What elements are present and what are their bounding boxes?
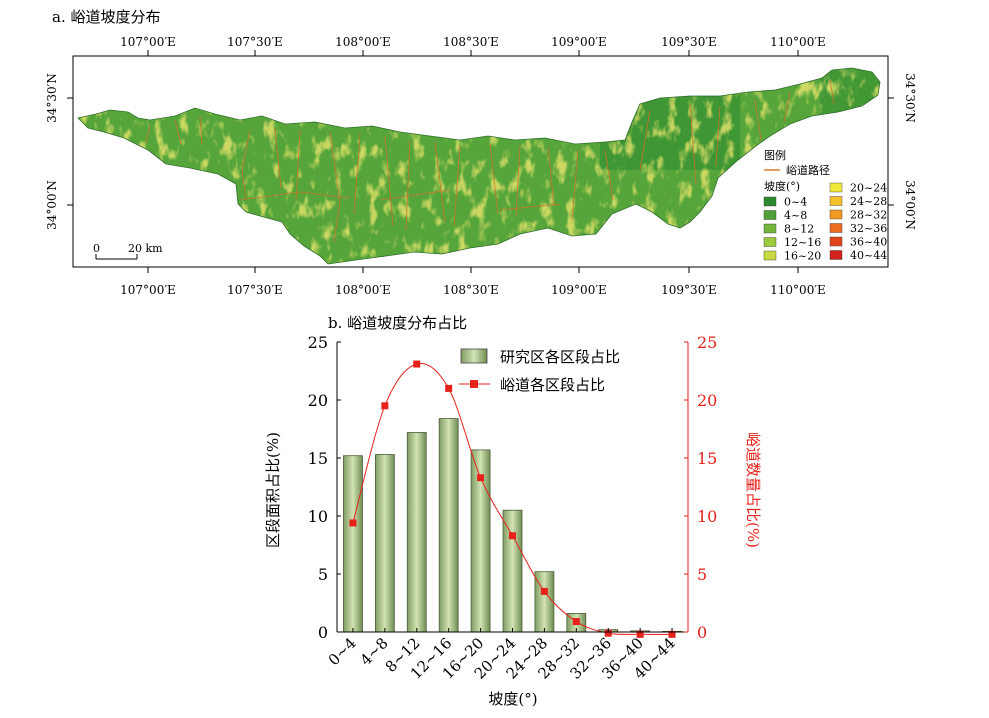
valley-routes: [145, 79, 835, 243]
legend-class-label: 12~16: [784, 236, 821, 249]
map-title: a. 峪道坡度分布: [52, 8, 160, 26]
lon-label-bottom: 108°00′E: [335, 283, 391, 297]
legend-swatch-16~20: [763, 250, 777, 261]
legend-class-label: 28~32: [850, 209, 887, 222]
slope-share-chart: b. 峪道坡度分布占比 0 5 10 15 20 25 0 5 10 15 20 25 0~44~8…: [264, 314, 762, 708]
lon-label-bottom: 109°00′E: [551, 283, 607, 297]
right-tick-label: 20: [697, 391, 717, 410]
lon-label-top: 108°30′E: [443, 35, 499, 49]
bar-8~12: [406, 432, 427, 633]
legend-line-marker: [470, 380, 478, 388]
lon-label-top: 107°00′E: [120, 35, 176, 49]
left-axis-ticks: 0 5 10 15 20 25: [308, 333, 341, 642]
left-tick-label: 15: [308, 449, 328, 468]
bar-12~16: [438, 418, 459, 633]
right-tick-label: 10: [697, 507, 717, 526]
legend-swatch-28~32: [829, 209, 843, 220]
line-point-12~16: [445, 384, 453, 392]
lat-label-right: 34°30′N: [903, 73, 917, 123]
line-point-8~12: [413, 360, 421, 368]
chart-legend: 研究区各区段占比 峪道各区段占比: [459, 348, 620, 394]
top-longitude-axis: 107°00′E 107°30′E 108°00′E 108°30′E 109°…: [120, 35, 826, 56]
legend-swatch-24~28: [829, 196, 843, 206]
right-tick-label: 25: [697, 333, 717, 352]
line-series-path: [352, 362, 673, 635]
line-point-0~4: [349, 519, 357, 527]
lon-label-bottom: 110°00′E: [770, 283, 826, 297]
lon-label-top: 108°00′E: [335, 35, 391, 49]
line-point-28~32: [572, 618, 580, 626]
right-tick-label: 5: [697, 565, 707, 584]
bar-4~8: [374, 454, 395, 633]
legend-swatch-36~40: [829, 236, 843, 247]
legend-class-label: 8~12: [784, 223, 814, 236]
left-tick-label: 25: [308, 333, 328, 352]
x-axis-label: 坡度(°): [488, 690, 537, 708]
map-frame: [72, 55, 889, 268]
line-point-24~28: [540, 587, 548, 595]
legend-class-label: 0~4: [784, 196, 807, 209]
region-outline: [77, 67, 881, 265]
legend-class-label: 4~8: [784, 209, 807, 222]
legend-class-label: 40~44: [850, 249, 887, 262]
legend-line-label: 峪道各区段占比: [500, 376, 605, 394]
right-tick-label: 0: [697, 623, 707, 642]
legend-class-label: 36~40: [850, 236, 887, 249]
scale-bar-label: 20 km: [128, 242, 163, 255]
bar-0~4: [343, 455, 363, 633]
scale-bar-zero: 0: [93, 242, 100, 255]
lon-label-bottom: 107°30′E: [227, 283, 283, 297]
x-axis-ticks: 0~44~88~1212~1616~2020~2424~2828~3232~36…: [325, 628, 679, 683]
right-tick-label: 15: [697, 449, 717, 468]
legend-swatch-0~4: [763, 196, 777, 207]
slope-legend-title: 坡度(°): [764, 179, 800, 193]
legend-class-label: 20~24: [850, 182, 887, 195]
y2-axis-label: 峪道数量占比(%): [744, 432, 762, 548]
route-legend-label: 峪道路径: [786, 163, 830, 177]
latitude-axes: 34°30′N 34°00′N 34°30′N 34°00′N: [45, 73, 917, 230]
lon-label-top: 109°30′E: [661, 35, 717, 49]
line-point-4~8: [381, 402, 389, 410]
plot-area: [336, 342, 689, 638]
legend-swatch-20~24: [829, 182, 843, 193]
right-axis-ticks: 0 5 10 15 20 25: [684, 333, 717, 642]
legend-bar-swatch: [460, 348, 488, 364]
lon-label-top: 109°00′E: [551, 35, 607, 49]
slope-map-panel: a. 峪道坡度分布 107°00′E 107°30′E 108°00′E 108…: [45, 8, 917, 297]
line-point-36~40: [636, 630, 644, 638]
line-point-32~36: [604, 629, 612, 637]
bottom-longitude-axis: 107°00′E 107°30′E 108°00′E 108°30′E 109°…: [120, 267, 826, 297]
lon-label-top: 107°30′E: [227, 35, 283, 49]
lon-label-bottom: 108°30′E: [443, 283, 499, 297]
lon-label-bottom: 107°00′E: [120, 283, 176, 297]
legend-class-label: 16~20: [784, 250, 821, 263]
line-point-20~24: [509, 532, 516, 540]
lat-label-right: 34°00′N: [903, 180, 917, 230]
legend-swatch-12~16: [763, 237, 777, 247]
bar-20~24: [502, 509, 523, 633]
legend-swatch-40~44: [829, 250, 843, 260]
lat-label-left: 34°00′N: [45, 180, 59, 230]
legend-bar-label: 研究区各区段占比: [500, 348, 620, 366]
lat-label-left: 34°30′N: [45, 73, 59, 123]
map-legend: 图例 峪道路径 坡度(°) 0~44~88~1212~1616~2020~242…: [763, 148, 887, 263]
line-point-16~20: [477, 474, 485, 482]
lon-label-top: 110°00′E: [770, 35, 826, 49]
chart-title: b. 峪道坡度分布占比: [328, 314, 467, 332]
y-axis-label: 区段面积占比(%): [264, 432, 282, 548]
legend-class-label: 32~36: [850, 222, 887, 235]
line-point-40~44: [668, 630, 676, 638]
legend-swatch-8~12: [763, 223, 777, 234]
left-tick-label: 0: [318, 623, 328, 642]
lon-label-bottom: 109°30′E: [661, 283, 717, 297]
legend-class-label: 24~28: [850, 195, 887, 208]
left-tick-label: 20: [308, 391, 328, 410]
x-tick-label: 0~4: [325, 634, 360, 669]
left-tick-label: 5: [318, 565, 328, 584]
legend-swatch-32~36: [829, 223, 843, 233]
scale-bar: 0 20 km: [93, 242, 163, 260]
legend-swatch-4~8: [763, 210, 777, 220]
legend-title: 图例: [764, 148, 786, 162]
left-tick-label: 10: [308, 507, 328, 526]
